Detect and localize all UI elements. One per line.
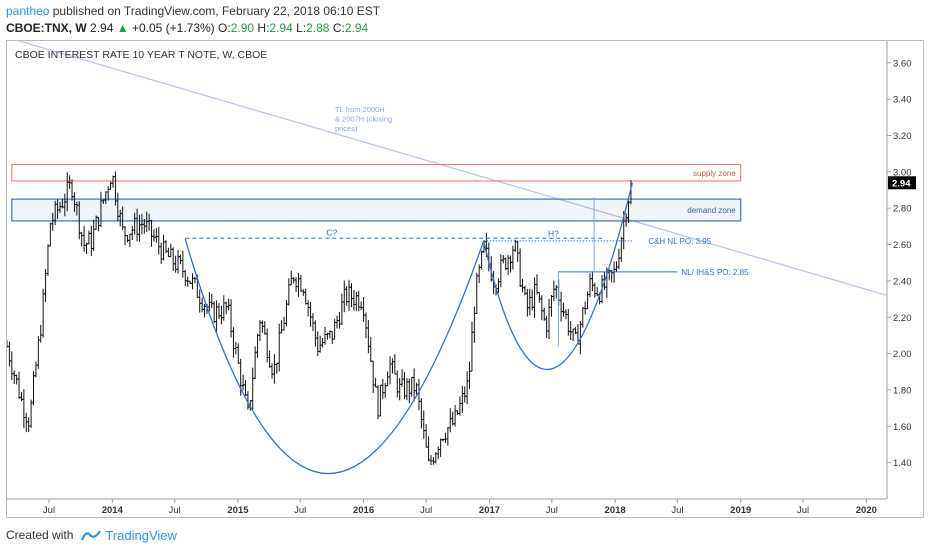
x-tick-label: Jul <box>294 505 306 516</box>
cup-label: C? <box>326 227 337 237</box>
open-value: 2.90 <box>230 21 255 35</box>
y-tick-label: 3.60 <box>893 58 912 69</box>
y-tick-label: 2.00 <box>893 349 912 360</box>
y-tick-label: 2.40 <box>893 276 912 287</box>
chart-title: CBOE INTEREST RATE 10 YEAR T NOTE, W, CB… <box>15 49 267 61</box>
supply-zone-label: supply zone <box>693 169 736 178</box>
price-tag-label: 2.94 <box>892 178 911 189</box>
low-label: L: <box>296 21 307 35</box>
price-change: +0.05 (+1.73%) <box>131 21 215 35</box>
x-tick-label: 2020 <box>856 505 877 516</box>
y-tick-label: 3.00 <box>893 167 912 178</box>
last-price: 2.94 <box>90 21 114 35</box>
chart-frame[interactable]: 3.60 3.40 3.20 3.00 2.80 2.60 2.40 2.20 2.00 1.80… <box>6 40 924 518</box>
x-tick-label: Jul <box>420 505 432 516</box>
chart-header: pantheo published on TradingView.com, Fe… <box>6 3 380 39</box>
trendline-label: prices) <box>335 124 358 133</box>
publish-info: published on TradingView.com, February 2… <box>52 4 381 18</box>
ch-target-label: C&H NL PO: 3.95 <box>648 237 711 246</box>
price-chart[interactable]: 3.60 3.40 3.20 3.00 2.80 2.60 2.40 2.20 2.00 1.80… <box>7 41 923 517</box>
tradingview-logo-icon <box>81 530 102 541</box>
supply-zone <box>11 164 742 182</box>
demand-zone <box>11 198 742 222</box>
x-tick-label: Jul <box>797 505 809 516</box>
high-label: H: <box>257 21 270 35</box>
tradingview-brand[interactable]: TradingView <box>105 527 177 543</box>
created-with-label: Created with <box>6 528 74 542</box>
y-tick-label: 2.60 <box>893 240 912 251</box>
open-label: O: <box>218 21 231 35</box>
x-tick-label: 2019 <box>730 505 751 516</box>
ihs-label: NL/ IH&S PO: 2.85 <box>681 268 749 277</box>
high-value: 2.94 <box>269 21 293 35</box>
x-tick-label: 2016 <box>353 505 374 516</box>
up-arrow-icon: ▲ <box>116 21 129 35</box>
trendline-label: & 2007H (closing <box>335 114 392 123</box>
x-tick-label: Jul <box>169 505 181 516</box>
trendline <box>17 41 888 297</box>
y-tick-label: 2.20 <box>893 313 912 324</box>
y-tick-label: 3.40 <box>893 95 912 106</box>
demand-zone-label: demand zone <box>687 206 736 215</box>
price-tag-box <box>888 176 916 190</box>
x-tick-label: 2017 <box>479 505 500 516</box>
close-value: 2.94 <box>344 21 369 35</box>
author-link[interactable]: pantheo <box>6 4 50 18</box>
x-tick-label: 2015 <box>227 505 249 516</box>
cup-curve <box>184 238 485 475</box>
x-tick-label: Jul <box>671 505 683 516</box>
handle-curve <box>483 182 633 371</box>
x-tick-label: 2018 <box>605 505 626 516</box>
trendline-label: TL from 2000H <box>335 105 385 114</box>
x-tick-label: 2014 <box>102 505 124 516</box>
close-label: C: <box>332 21 345 35</box>
y-tick-label: 3.20 <box>893 131 912 142</box>
x-tick-label: Jul <box>546 505 558 516</box>
footer: Created with TradingView <box>6 524 306 546</box>
y-tick-label: 1.60 <box>893 422 912 433</box>
handle-label: H? <box>548 228 559 238</box>
x-tick-label: Jul <box>43 505 55 516</box>
quote-line: CBOE:TNX, W 2.94 ▲ +0.05 (+1.73%) O:2.90… <box>6 20 380 37</box>
publish-line: pantheo published on TradingView.com, Fe… <box>6 3 380 20</box>
y-tick-label: 1.40 <box>893 458 912 469</box>
y-tick-label: 1.80 <box>893 385 912 396</box>
symbol-label: CBOE:TNX, W <box>6 21 87 35</box>
y-tick-label: 2.80 <box>893 204 912 215</box>
low-value: 2.88 <box>306 21 330 35</box>
